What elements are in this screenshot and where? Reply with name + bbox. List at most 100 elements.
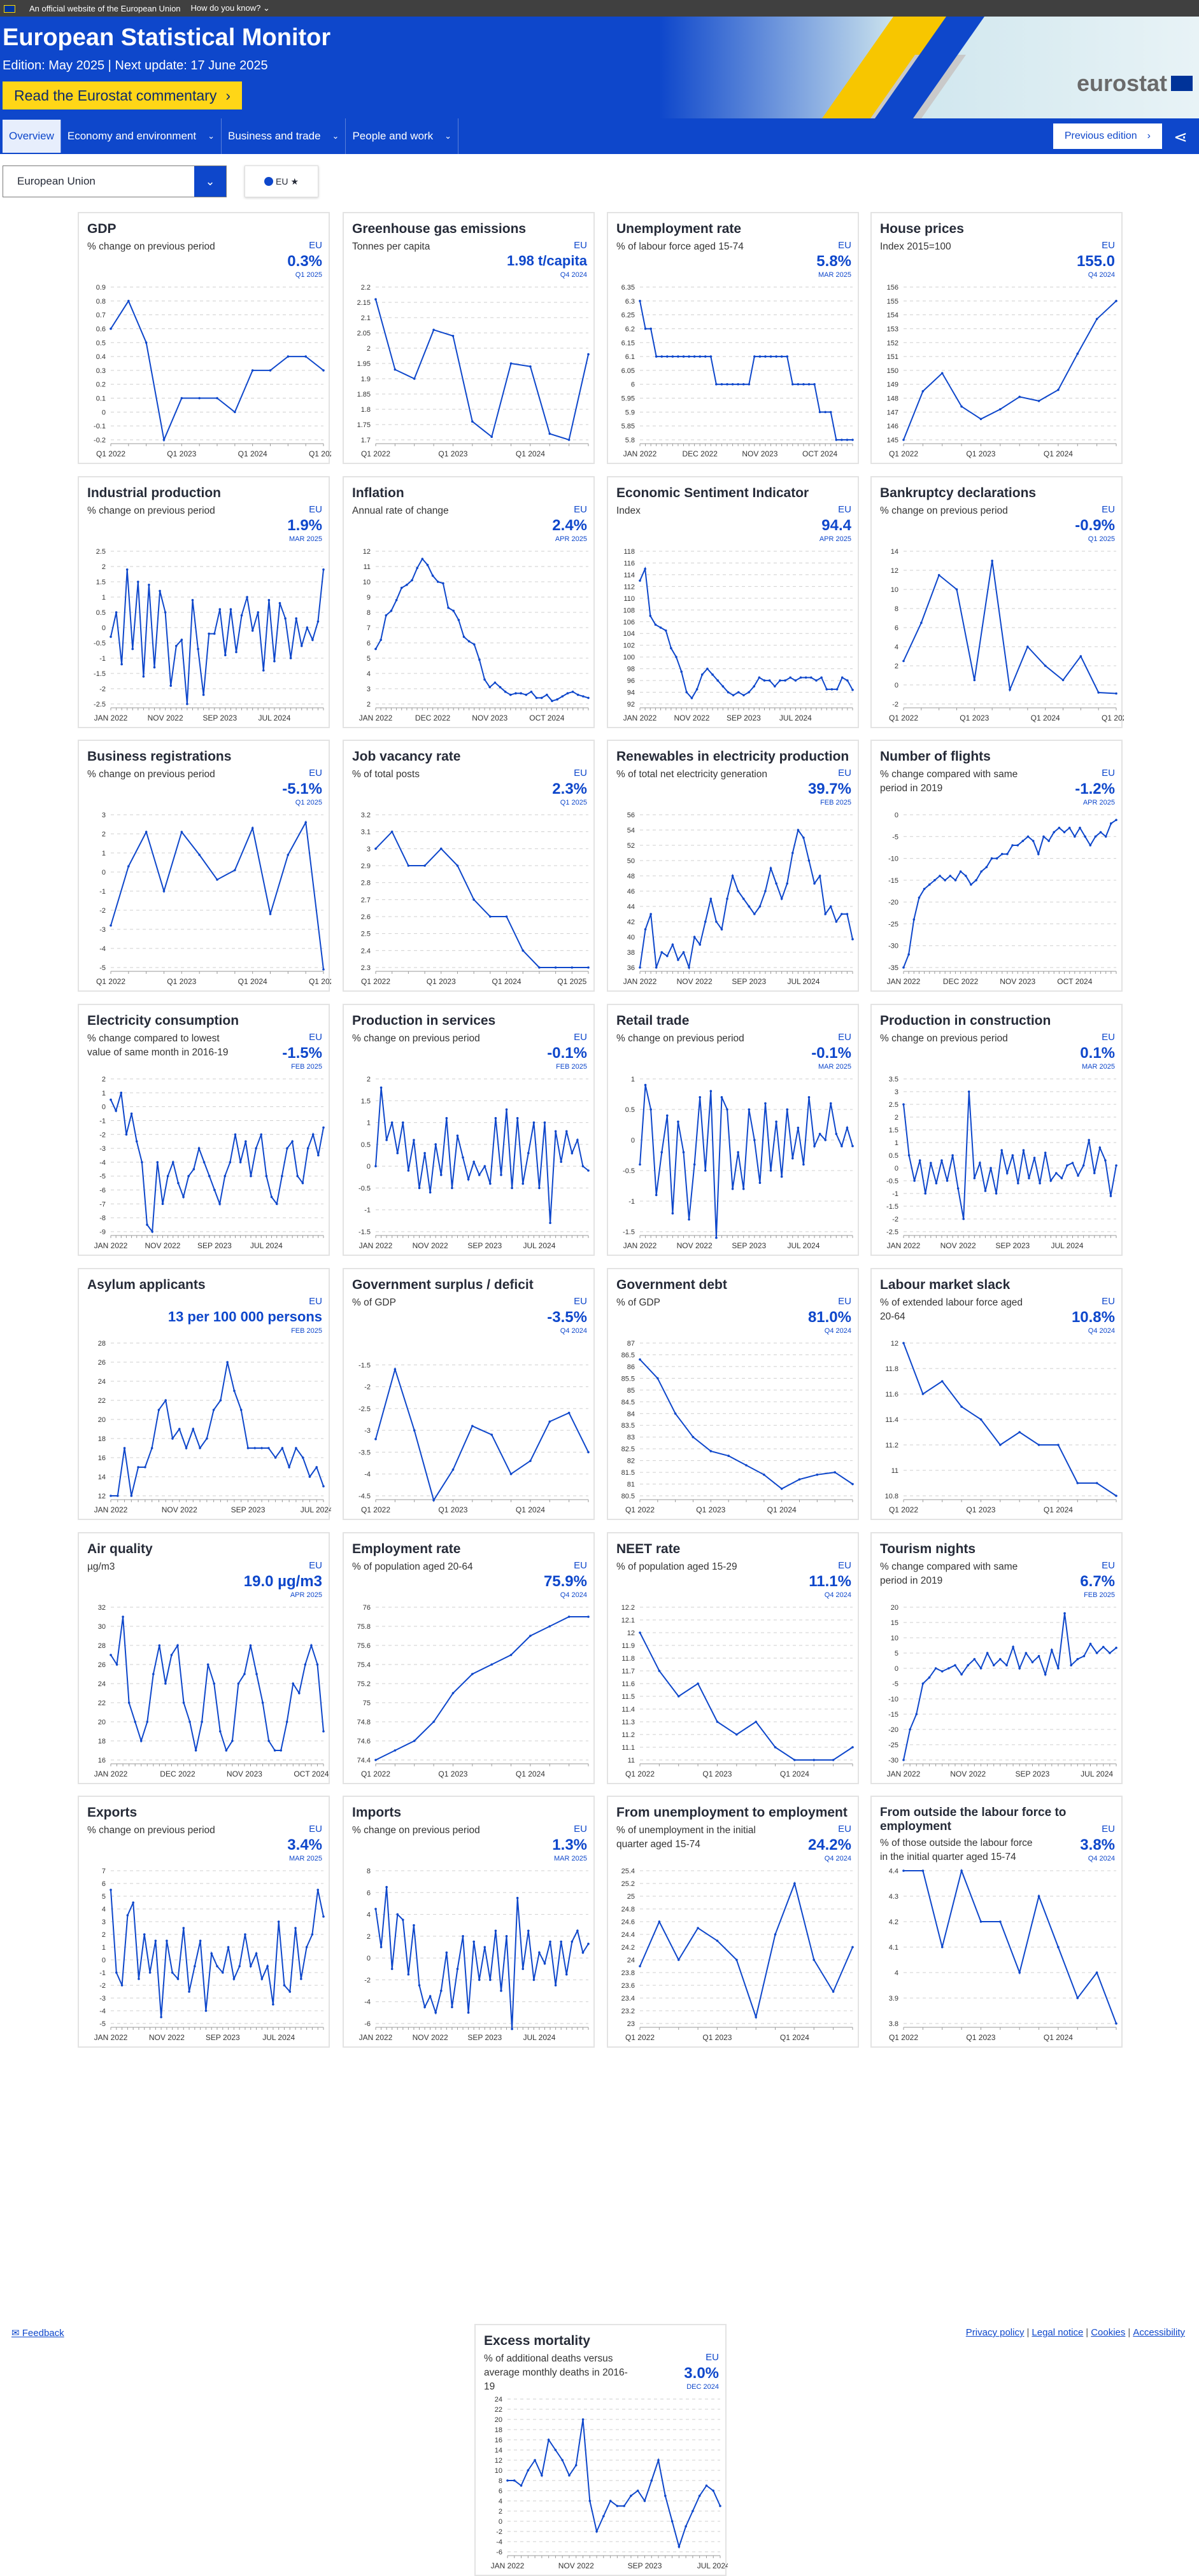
data-point[interactable] — [538, 1186, 541, 1190]
data-point[interactable] — [447, 607, 450, 609]
data-point[interactable] — [146, 1721, 149, 1723]
data-point[interactable] — [249, 1965, 252, 1967]
data-point[interactable] — [439, 847, 443, 850]
data-point[interactable] — [304, 355, 307, 358]
indicator-card-ghg[interactable]: Greenhouse gas emissions Tonnes per capit… — [343, 212, 595, 464]
data-point[interactable] — [1082, 1655, 1086, 1658]
data-point[interactable] — [315, 1466, 318, 1468]
data-point[interactable] — [226, 1361, 229, 1363]
data-point[interactable] — [182, 1701, 185, 1704]
data-point[interactable] — [436, 581, 439, 583]
data-point[interactable] — [418, 1186, 421, 1190]
data-point[interactable] — [660, 1151, 663, 1153]
data-point[interactable] — [924, 1192, 927, 1195]
data-point[interactable] — [758, 355, 762, 358]
data-point[interactable] — [636, 2489, 639, 2492]
data-point[interactable] — [748, 383, 751, 386]
data-point[interactable] — [650, 2479, 653, 2482]
data-point[interactable] — [551, 700, 553, 702]
data-point[interactable] — [115, 1663, 118, 1666]
data-point[interactable] — [973, 679, 976, 682]
data-point[interactable] — [1082, 1164, 1085, 1167]
data-point[interactable] — [483, 678, 486, 681]
data-point[interactable] — [726, 897, 728, 900]
data-point[interactable] — [967, 1664, 970, 1666]
indicator-card-neet[interactable]: NEET rate % of population aged 15-29 EU 11.… — [607, 1532, 859, 1784]
data-point[interactable] — [735, 1733, 738, 1736]
data-point[interactable] — [535, 696, 538, 700]
data-point[interactable] — [1094, 835, 1097, 838]
data-point[interactable] — [835, 439, 838, 441]
data-point[interactable] — [1060, 1177, 1063, 1179]
data-point[interactable] — [164, 611, 167, 614]
data-point[interactable] — [907, 953, 910, 956]
data-point[interactable] — [565, 1130, 568, 1133]
data-point[interactable] — [768, 679, 771, 682]
data-point[interactable] — [1098, 1146, 1102, 1149]
data-point[interactable] — [494, 1929, 497, 1932]
data-point[interactable] — [1066, 1164, 1068, 1167]
data-point[interactable] — [253, 1447, 257, 1449]
data-point[interactable] — [947, 1667, 950, 1670]
data-point[interactable] — [753, 913, 756, 915]
data-point[interactable] — [1039, 1182, 1041, 1185]
data-point[interactable] — [110, 635, 112, 638]
data-point[interactable] — [310, 1644, 313, 1647]
data-point[interactable] — [490, 435, 493, 438]
data-point[interactable] — [716, 1939, 719, 1942]
data-point[interactable] — [152, 1673, 155, 1675]
data-point[interactable] — [1000, 852, 1004, 855]
data-point[interactable] — [688, 355, 690, 358]
data-point[interactable] — [180, 397, 183, 400]
data-point[interactable] — [835, 688, 839, 691]
data-point[interactable] — [150, 1447, 153, 1449]
data-point[interactable] — [671, 355, 674, 358]
data-point[interactable] — [439, 1174, 443, 1176]
data-point[interactable] — [706, 667, 709, 670]
data-point[interactable] — [709, 1450, 713, 1453]
data-point[interactable] — [644, 1083, 647, 1087]
data-point[interactable] — [221, 1971, 224, 1974]
data-point[interactable] — [162, 439, 166, 441]
data-point[interactable] — [693, 1163, 696, 1166]
data-point[interactable] — [1089, 1642, 1092, 1645]
data-point[interactable] — [813, 882, 816, 885]
data-point[interactable] — [745, 1464, 748, 1467]
data-point[interactable] — [197, 1147, 201, 1150]
data-point[interactable] — [1115, 2022, 1117, 2025]
data-point[interactable] — [940, 372, 944, 375]
data-point[interactable] — [693, 355, 696, 358]
data-point[interactable] — [959, 870, 962, 873]
data-point[interactable] — [682, 1151, 685, 1153]
data-point[interactable] — [851, 1946, 854, 1948]
data-point[interactable] — [834, 1471, 836, 1474]
data-point[interactable] — [921, 1682, 925, 1685]
data-point[interactable] — [984, 1190, 987, 1192]
tab-people-work[interactable]: People and work ⌄ — [346, 118, 458, 154]
data-point[interactable] — [548, 432, 551, 435]
data-point[interactable] — [851, 689, 854, 691]
data-point[interactable] — [973, 1658, 976, 1661]
indicator-card-renew[interactable]: Renewables in electricity production % of… — [607, 740, 859, 992]
data-point[interactable] — [445, 1951, 448, 1954]
data-point[interactable] — [489, 1182, 492, 1185]
data-point[interactable] — [402, 1121, 404, 1124]
data-point[interactable] — [682, 355, 685, 358]
indicator-card-elec[interactable]: Electricity consumption % change compared… — [78, 1004, 330, 1256]
data-point[interactable] — [483, 1165, 486, 1167]
data-point[interactable] — [500, 1174, 502, 1176]
data-point[interactable] — [239, 1409, 243, 1411]
data-point[interactable] — [697, 1682, 699, 1685]
indicator-card-indprod[interactable]: Industrial production % change on previou… — [78, 476, 330, 728]
data-point[interactable] — [940, 1380, 944, 1383]
data-point[interactable] — [110, 924, 112, 927]
data-point[interactable] — [380, 1086, 383, 1089]
data-point[interactable] — [1017, 1182, 1019, 1185]
data-point[interactable] — [478, 658, 481, 661]
data-point[interactable] — [851, 938, 854, 941]
data-point[interactable] — [132, 1901, 134, 1904]
data-point[interactable] — [753, 1139, 756, 1141]
data-point[interactable] — [791, 852, 794, 854]
data-point[interactable] — [1012, 1645, 1014, 1649]
data-point[interactable] — [699, 355, 702, 358]
